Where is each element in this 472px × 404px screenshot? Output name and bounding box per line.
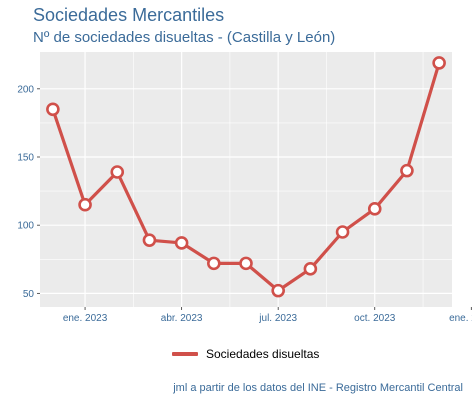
data-point bbox=[207, 256, 221, 271]
data-point bbox=[432, 56, 446, 70]
x-tick-label: abr. 2023 bbox=[161, 313, 203, 324]
y-tick-label: 200 bbox=[17, 84, 34, 95]
data-point bbox=[239, 256, 253, 271]
data-point bbox=[174, 236, 189, 250]
data-point bbox=[142, 233, 157, 247]
x-tick-label: oct. 2023 bbox=[354, 313, 396, 324]
y-tick-label: 150 bbox=[17, 153, 34, 164]
x-tick-label: jul. 2023 bbox=[258, 313, 297, 324]
data-point bbox=[110, 165, 125, 179]
data-point bbox=[303, 262, 318, 276]
data-point bbox=[335, 225, 350, 239]
data-point bbox=[78, 197, 92, 212]
data-point bbox=[46, 102, 60, 117]
chart-title: Sociedades Mercantiles bbox=[33, 5, 225, 25]
x-tick-label: ene. 2023 bbox=[63, 313, 108, 324]
chart-subtitle: Nº de sociedades disueltas - (Castilla y… bbox=[33, 29, 336, 46]
y-tick-label: 100 bbox=[17, 221, 34, 232]
source-caption: jml a partir de los datos del INE - Regi… bbox=[173, 382, 463, 394]
legend-label: Sociedades disueltas bbox=[206, 347, 320, 361]
y-tick-label: 50 bbox=[23, 289, 35, 300]
data-point bbox=[400, 163, 414, 178]
legend: Sociedades disueltas bbox=[172, 347, 319, 361]
data-point bbox=[367, 202, 382, 216]
data-point bbox=[271, 283, 285, 298]
x-tick-label: ene. 2024 bbox=[449, 313, 472, 324]
legend-line-key bbox=[172, 352, 198, 356]
